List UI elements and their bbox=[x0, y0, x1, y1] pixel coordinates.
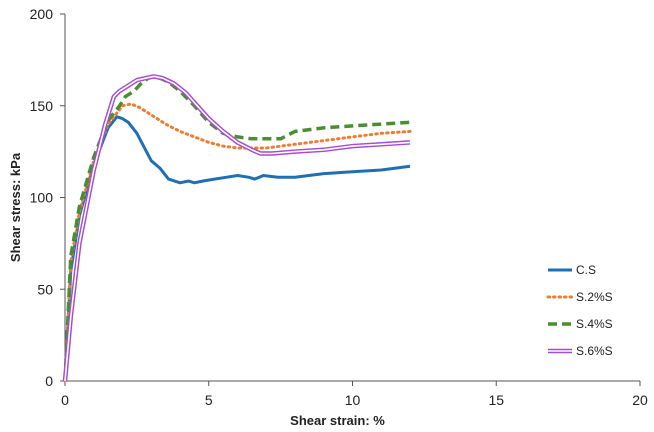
series-line-s-4-s bbox=[63, 74, 411, 382]
x-tick-label: 20 bbox=[632, 392, 648, 408]
series-layer bbox=[62, 74, 412, 383]
y-axis-title: Shear stress: kPa bbox=[8, 152, 23, 262]
y-tick-label: 50 bbox=[37, 281, 53, 297]
legend-label-s-4-s: S.4%S bbox=[576, 317, 613, 331]
y-tick-label: 200 bbox=[30, 6, 54, 22]
x-tick-label: 15 bbox=[488, 392, 504, 408]
series-line-s-6-s bbox=[62, 74, 411, 382]
y-tick-label: 100 bbox=[30, 190, 54, 206]
x-tick-label: 10 bbox=[345, 392, 361, 408]
legend-label-s-6-s: S.6%S bbox=[576, 344, 613, 358]
series-line-inner-s-6-s bbox=[64, 75, 411, 382]
legend-label-c-s: C.S bbox=[576, 263, 596, 277]
axes: 0 50 100 150 200 0 5 10 15 20 bbox=[30, 6, 648, 408]
x-tick-label: 5 bbox=[205, 392, 213, 408]
y-tick-label: 150 bbox=[30, 98, 54, 114]
legend: C.S S.2%S S.4%S S.6%S bbox=[546, 263, 613, 358]
y-tick-label: 0 bbox=[45, 373, 53, 389]
x-axis-title: Shear strain: % bbox=[290, 413, 385, 428]
x-tick-label: 0 bbox=[61, 392, 69, 408]
legend-label-s-2-s: S.2%S bbox=[576, 290, 613, 304]
series-line-c-s bbox=[63, 115, 411, 382]
